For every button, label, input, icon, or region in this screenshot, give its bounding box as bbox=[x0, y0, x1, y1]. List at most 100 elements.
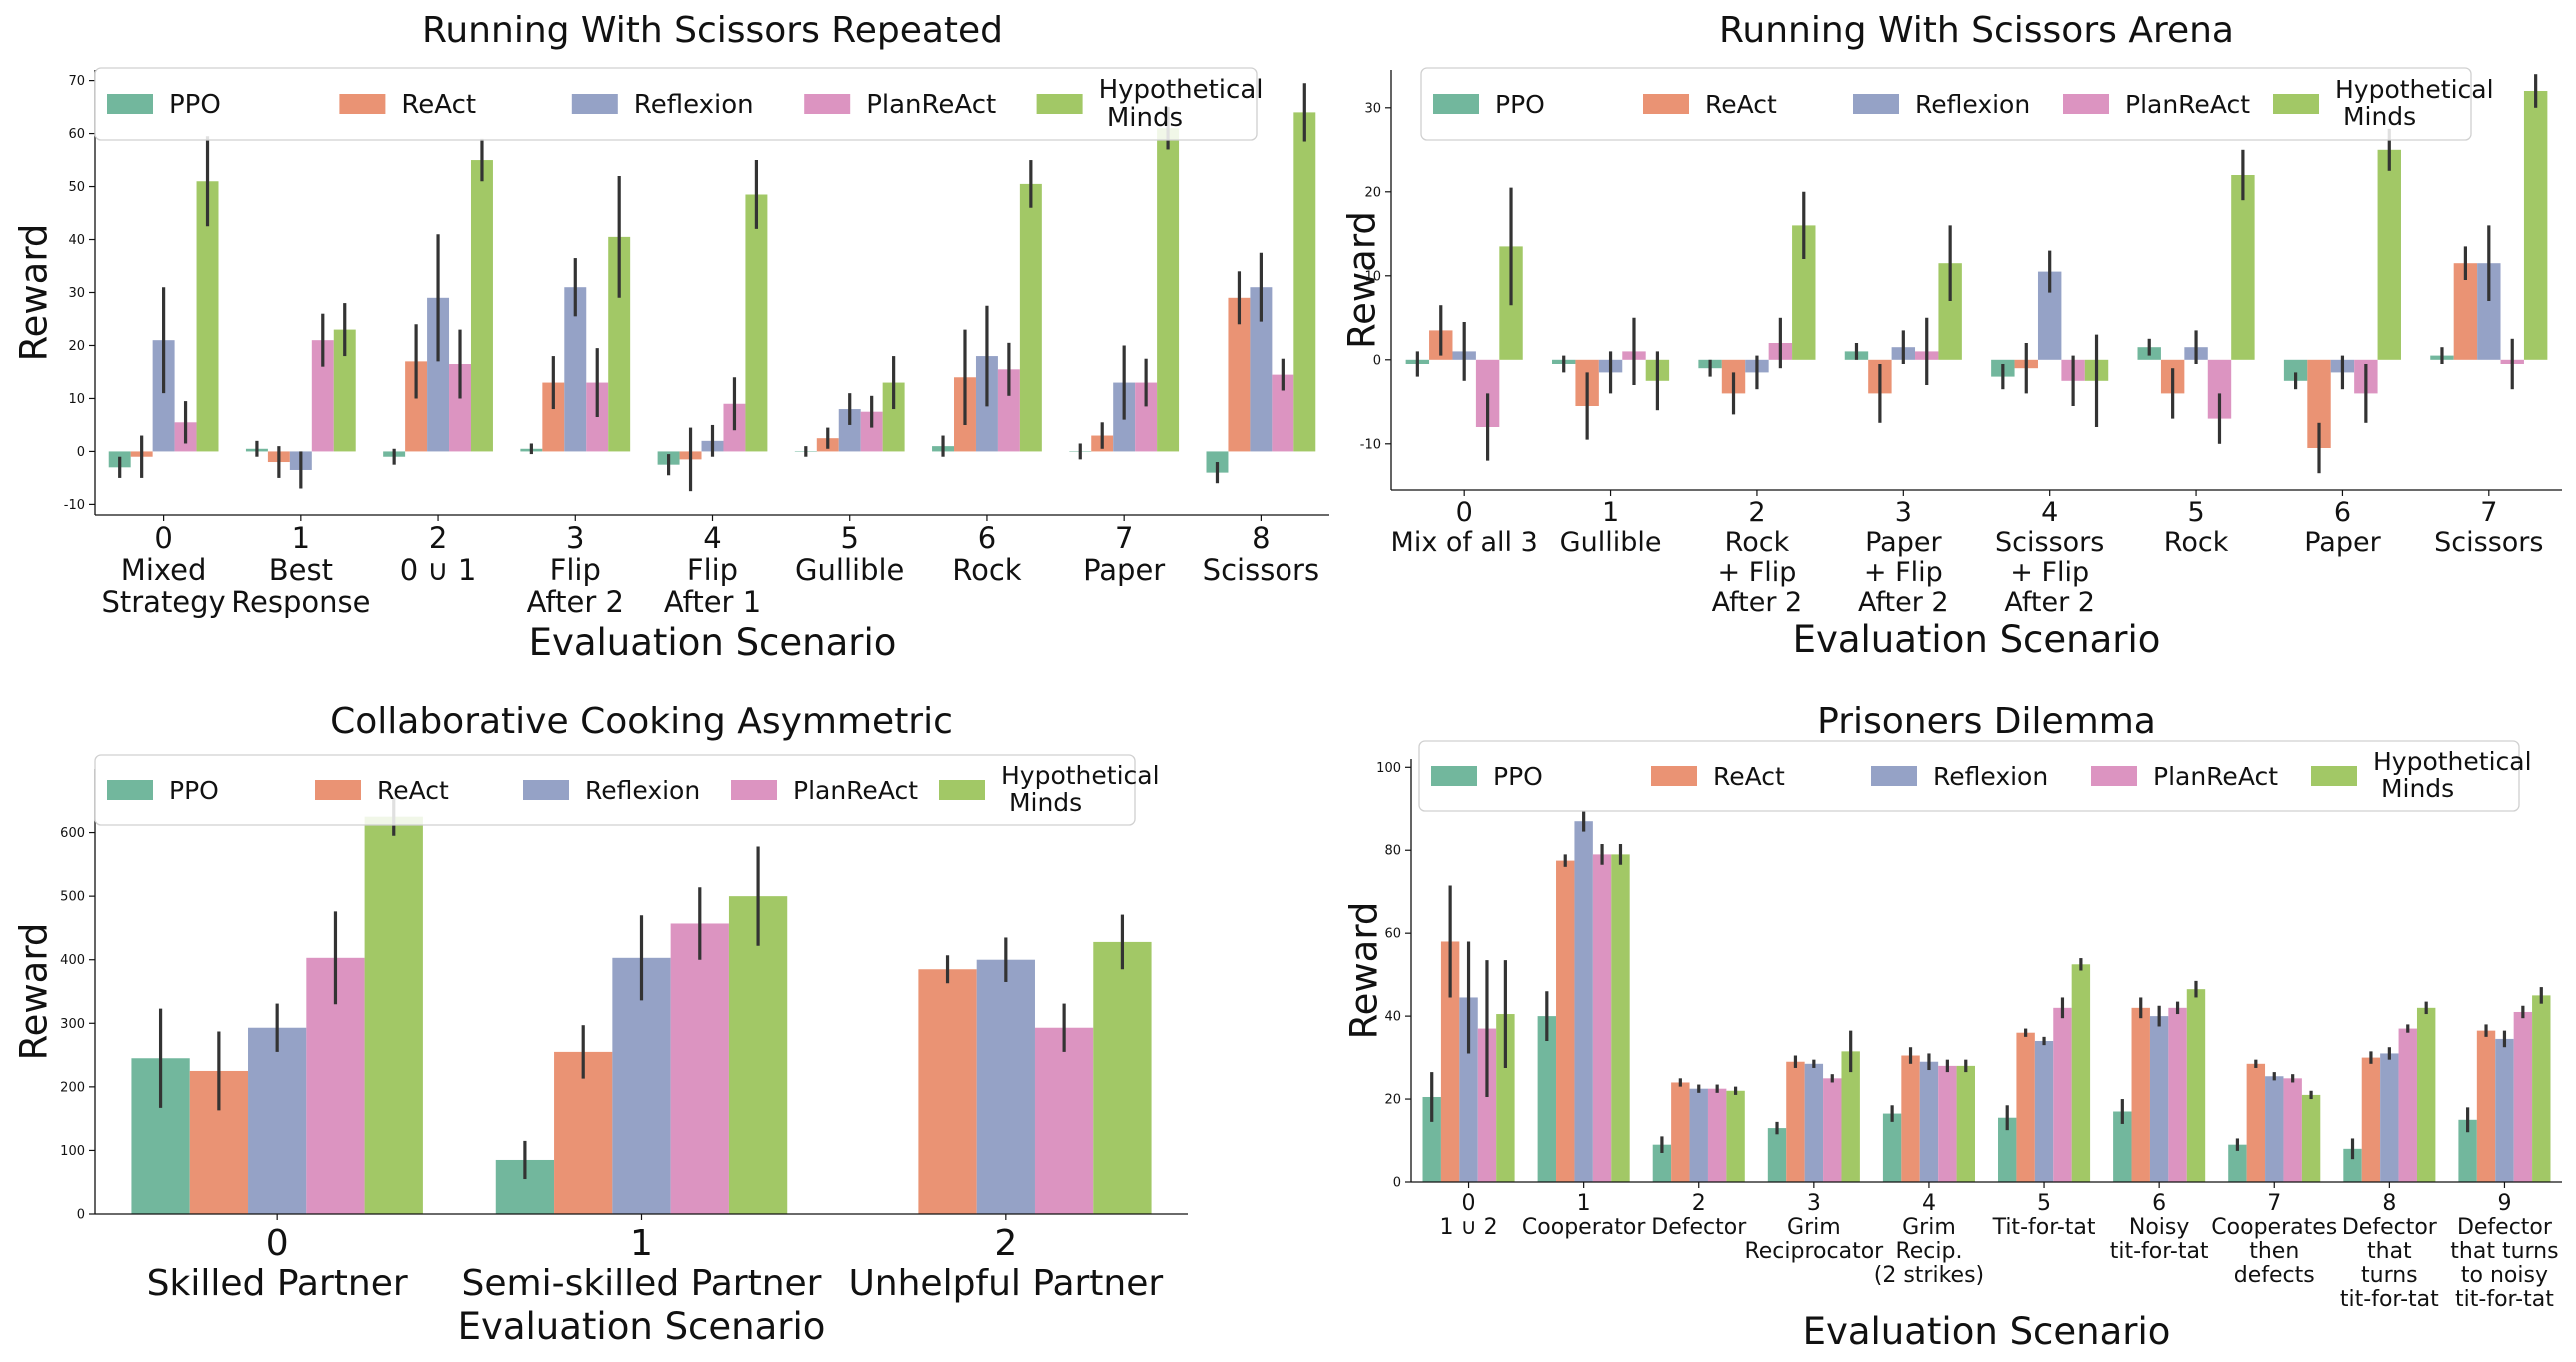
x-tick-label: 5 Gullible bbox=[795, 521, 904, 587]
x-tick-label-line: Rock bbox=[952, 553, 1022, 587]
legend: PPO ReAct Reflexion PlanReAct Hypothetical M… bbox=[1418, 740, 2532, 812]
legend-label-line: Minds bbox=[1001, 788, 1082, 817]
bar bbox=[1998, 1117, 2017, 1182]
x-tick-label-line: 5 bbox=[840, 521, 858, 555]
bar bbox=[2377, 149, 2401, 360]
chart-title: Running With Scissors Arena bbox=[1719, 10, 2234, 51]
y-tick-label: 300 bbox=[60, 1017, 85, 1032]
x-tick-label: 7 Scissors bbox=[2434, 497, 2543, 558]
legend-label: PlanReAct bbox=[2153, 762, 2278, 791]
x-tick-label-line: tit-for-tat bbox=[2340, 1287, 2439, 1312]
legend-label-line: Minds bbox=[1099, 103, 1183, 133]
legend-frame bbox=[94, 67, 1258, 141]
x-tick-label-line: 6 bbox=[2334, 497, 2351, 528]
bar bbox=[1938, 1065, 1957, 1182]
x-tick-label-line: 0 ∪ 1 bbox=[400, 553, 477, 587]
x-tick-label: 0 Mixed Strategy bbox=[101, 521, 225, 619]
x-tick-label-line: Flip bbox=[687, 553, 738, 587]
bar bbox=[1157, 128, 1180, 452]
legend-label: PlanReAct bbox=[2125, 90, 2250, 119]
x-tick-label-line: Defector bbox=[2342, 1215, 2438, 1240]
x-tick-label-line: 4 bbox=[2041, 497, 2058, 528]
y-tick-label: 100 bbox=[1376, 761, 1401, 776]
y-tick-label: 500 bbox=[60, 890, 85, 905]
legend-swatch bbox=[939, 780, 985, 800]
bar bbox=[333, 329, 356, 452]
x-tick-label-line: Gullible bbox=[795, 553, 904, 587]
bar bbox=[364, 816, 423, 1214]
legend-label: PPO bbox=[1495, 90, 1545, 119]
x-tick-label-line: Flip bbox=[550, 553, 601, 587]
x-tick-label-line: Grim bbox=[1787, 1215, 1841, 1240]
x-tick-label-line: 1 bbox=[1577, 1191, 1591, 1216]
bar bbox=[1804, 1063, 1824, 1182]
x-tick-label-line: turns bbox=[2361, 1263, 2418, 1288]
legend-swatch bbox=[1433, 94, 1479, 114]
x-axis-label: Evaluation Scenario bbox=[1793, 618, 2161, 661]
x-tick-label: 2 Unhelpful Partner bbox=[848, 1223, 1163, 1304]
x-tick-label: 0 Skilled Partner bbox=[147, 1223, 408, 1304]
bar bbox=[860, 411, 883, 452]
bar bbox=[311, 340, 334, 452]
y-tick-label: 60 bbox=[1384, 927, 1401, 942]
x-tick-label-line: 2 bbox=[429, 521, 447, 555]
bar bbox=[2246, 1063, 2266, 1182]
legend-label: PPO bbox=[1493, 762, 1543, 791]
x-tick-label: 2 Defector bbox=[1651, 1191, 1747, 1240]
x-tick-label: 2 Rock + Flip After 2 bbox=[1712, 497, 1803, 618]
legend-label-line: Hypothetical bbox=[2335, 75, 2494, 104]
legend-label: Reflexion bbox=[585, 776, 700, 805]
bar bbox=[2416, 1007, 2436, 1182]
x-tick-label-line: Scissors bbox=[1203, 553, 1319, 587]
legend-label: PlanReAct bbox=[866, 90, 996, 120]
legend-swatch bbox=[339, 94, 386, 114]
legend-swatch bbox=[571, 94, 618, 114]
x-tick-label-line: Rock bbox=[2164, 527, 2229, 558]
bar bbox=[1093, 941, 1152, 1214]
x-tick-label-line: 2 bbox=[1748, 497, 1765, 528]
bar bbox=[2113, 1111, 2132, 1182]
legend-label-line: Hypothetical bbox=[1001, 761, 1160, 790]
legend-label: PPO bbox=[169, 776, 219, 805]
legend-label: PlanReAct bbox=[793, 776, 918, 805]
x-axis-label: Evaluation Scenario bbox=[458, 1305, 826, 1348]
legend-swatch bbox=[2091, 766, 2137, 786]
legend-swatch bbox=[2063, 94, 2109, 114]
chart-panel-2: Collaborative Cooking Asymmetric Reward Ev… bbox=[13, 701, 1188, 1348]
bar bbox=[554, 1051, 613, 1214]
bar bbox=[1293, 112, 1316, 452]
bar bbox=[1537, 1016, 1557, 1182]
x-tick-label-line: tit-for-tat bbox=[2455, 1287, 2554, 1312]
legend-label: ReAct bbox=[377, 776, 449, 805]
x-tick-label: 6 Rock bbox=[952, 521, 1022, 587]
chart-panel-1: Running With Scissors Arena Reward Evaluat… bbox=[1341, 10, 2562, 661]
x-tick-label-line: Defector bbox=[2457, 1215, 2553, 1240]
bar bbox=[1767, 1128, 1787, 1182]
y-tick-label: 0 bbox=[1373, 353, 1381, 368]
x-tick-label-line: 2 bbox=[994, 1223, 1017, 1264]
x-tick-label-line: Defector bbox=[1651, 1215, 1747, 1240]
chart-title: Collaborative Cooking Asymmetric bbox=[330, 701, 953, 742]
legend-label-line: Minds bbox=[2335, 102, 2416, 131]
legend-swatch bbox=[523, 780, 569, 800]
x-tick-label-line: Cooperator bbox=[1522, 1215, 1646, 1240]
x-tick-label-line: defects bbox=[2234, 1263, 2315, 1288]
x-tick-label-line: 4 bbox=[703, 521, 721, 555]
y-tick-label: 40 bbox=[1384, 1010, 1401, 1025]
legend-swatch bbox=[107, 780, 153, 800]
x-tick-label: 9 Defector that turns to noisy tit-for-tat bbox=[2450, 1191, 2558, 1312]
bar bbox=[1919, 1061, 1939, 1182]
x-tick-label-line: Recip. bbox=[1895, 1239, 1962, 1264]
y-axis-label: Reward bbox=[13, 224, 56, 362]
y-tick-label: 30 bbox=[68, 286, 85, 301]
x-tick-label-line: 7 bbox=[2267, 1191, 2281, 1216]
legend-swatch bbox=[1431, 766, 1477, 786]
bar bbox=[1671, 1082, 1690, 1182]
x-tick-label: 8 Defector that turns tit-for-tat bbox=[2340, 1191, 2439, 1312]
x-tick-label: 4 Grim Recip. (2 strikes) bbox=[1874, 1191, 1984, 1288]
bar bbox=[2053, 1007, 2072, 1182]
bar bbox=[1135, 382, 1158, 452]
y-tick-label: 20 bbox=[1364, 185, 1381, 200]
x-tick-label: 6 Paper bbox=[2304, 497, 2381, 558]
legend-frame bbox=[1418, 740, 2520, 812]
